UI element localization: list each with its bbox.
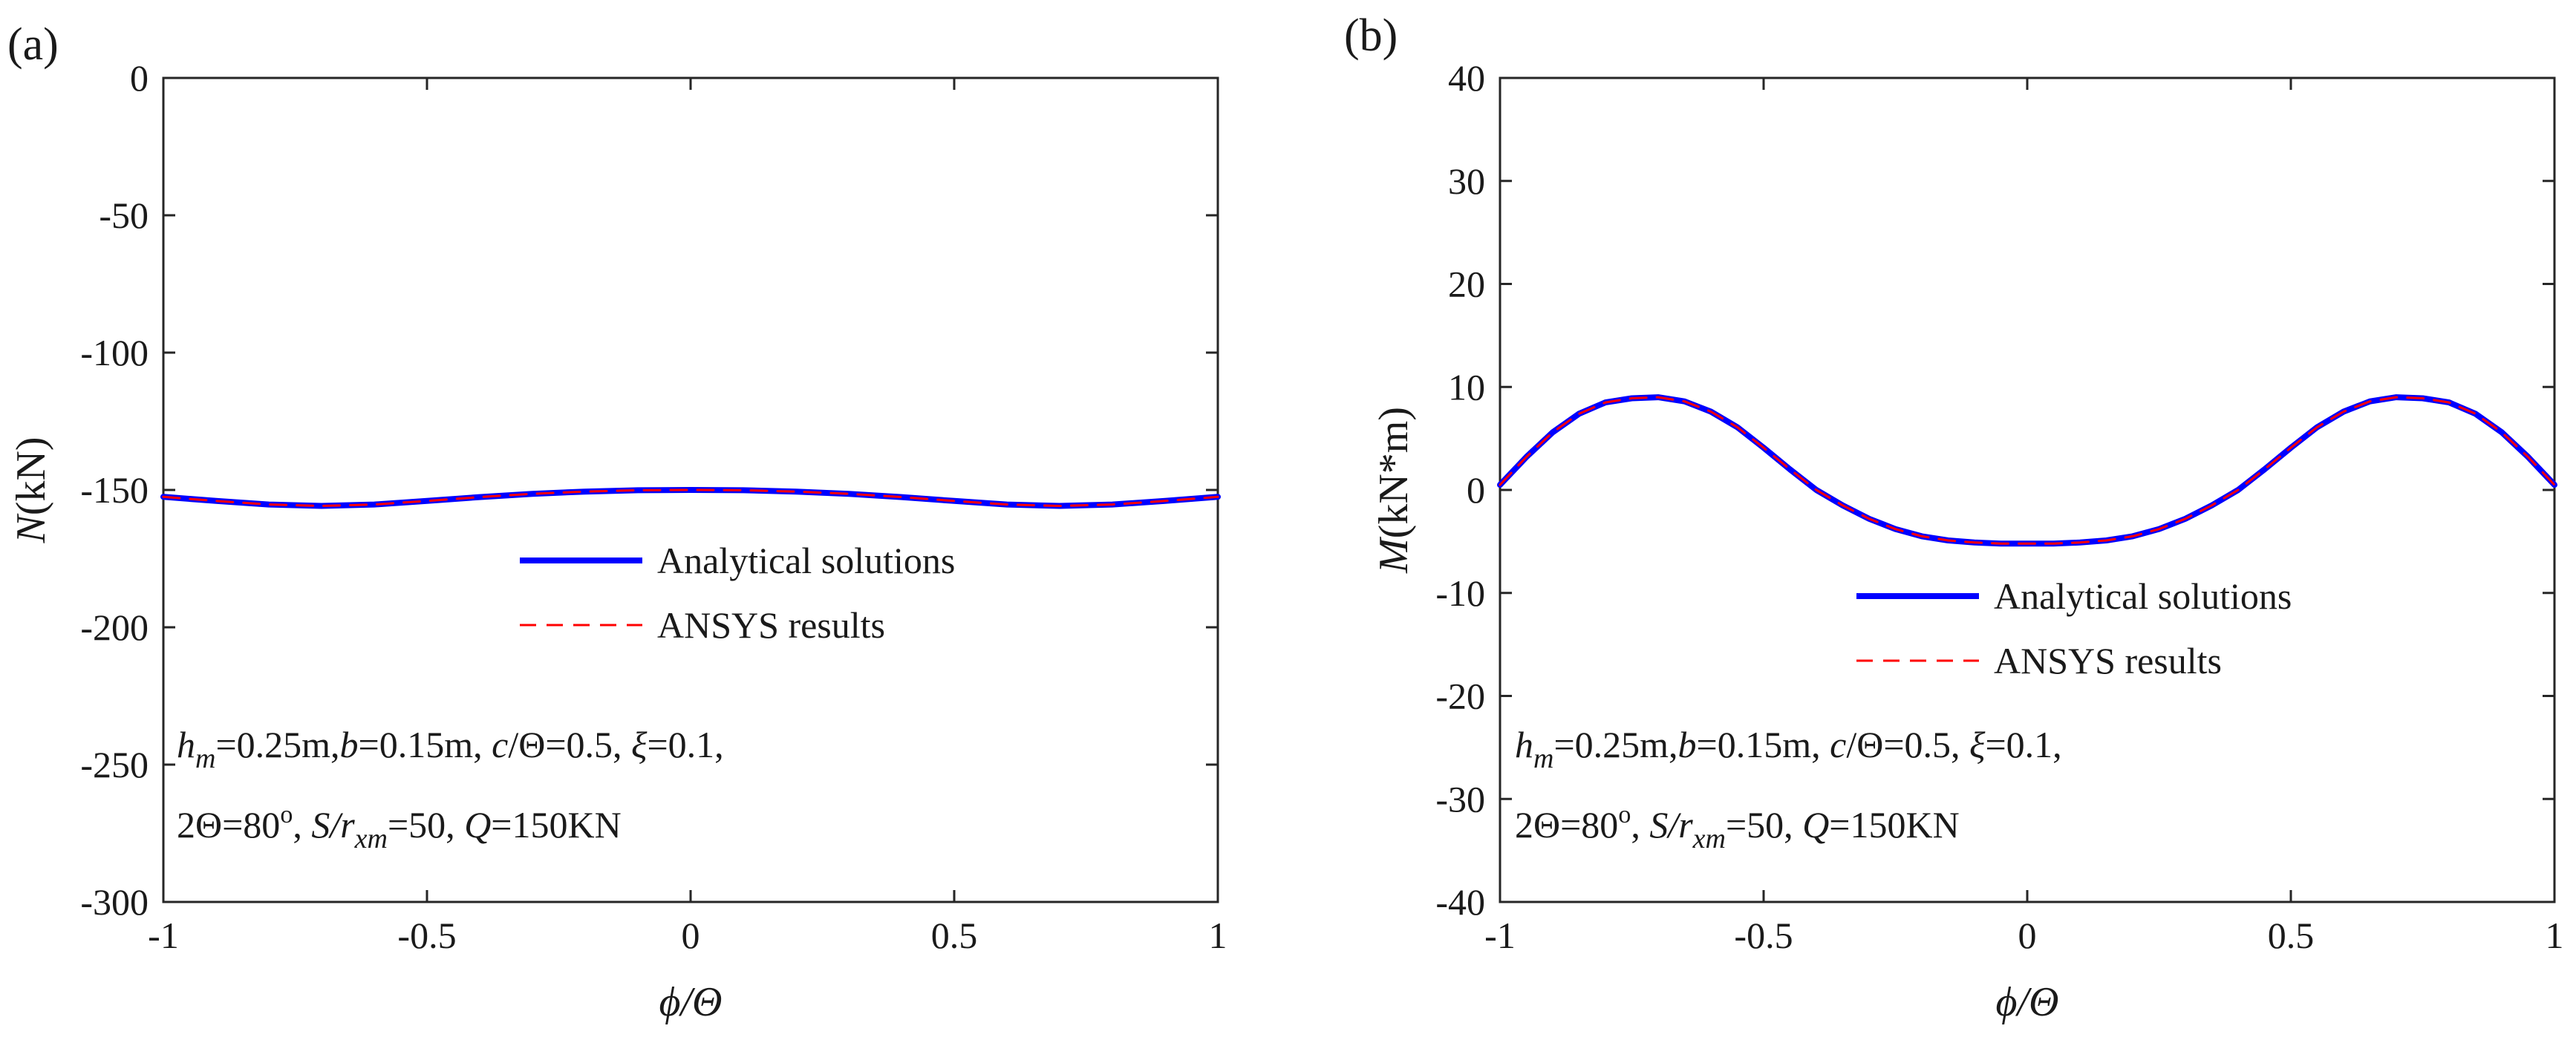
y-axis-label-unit-b: (kN*m)	[1371, 407, 1417, 538]
y-tick-label: 0	[1467, 469, 1485, 511]
y-tick-label: -150	[80, 469, 149, 511]
x-tick-label: 1	[2546, 915, 2564, 956]
legend-label-ansys-a: ANSYS results	[657, 604, 885, 646]
x-axis-ticks-b: -1 -0.5 0 0.5 1	[1484, 78, 2564, 956]
x-tick-label: 0	[682, 915, 700, 956]
x-axis-label-a: ϕ/Θ	[659, 979, 723, 1025]
y-tick-label: -30	[1435, 778, 1485, 820]
y-tick-label: -300	[80, 881, 149, 923]
y-axis-label-a: N(kN)	[8, 437, 54, 543]
y-tick-label: 40	[1448, 57, 1485, 99]
y-axis-ticks-b: 40 30 20 10 0 -10 -20 -30 -40	[1435, 57, 2554, 923]
x-tick-label: 0.5	[2268, 915, 2315, 956]
y-tick-label: -100	[80, 332, 149, 373]
y-tick-label: 30	[1448, 160, 1485, 202]
x-axis-ticks-a: -1 -0.5 0 0.5 1	[148, 78, 1227, 956]
y-axis-label-b: M(kN*m)	[1371, 407, 1417, 574]
series-layer-a	[160, 487, 1221, 509]
y-tick-label: 20	[1448, 264, 1485, 305]
x-tick-label: -0.5	[1734, 915, 1793, 956]
x-tick-label: -0.5	[397, 915, 456, 956]
panel-b: (b) -1 -0.5 0 0.5 1 40 30 20 10 0 -10 -20 -30 -40 ϕ/…	[1344, 10, 2564, 1025]
x-tick-label: 0	[2018, 915, 2037, 956]
legend-b: Analytical solutions ANSYS results	[1856, 575, 2292, 681]
x-tick-label: 1	[1209, 915, 1227, 956]
legend-label-analytical-a: Analytical solutions	[657, 540, 955, 581]
x-tick-label: 0.5	[931, 915, 978, 956]
y-tick-label: -200	[80, 606, 149, 648]
param-line-1-b: hm=0.25m,b=0.15m, c/Θ=0.5, ξ=0.1,	[1515, 724, 2062, 774]
y-tick-label: -50	[99, 194, 149, 236]
series-line-ansys	[162, 488, 1219, 507]
y-tick-label: -40	[1435, 881, 1485, 923]
y-axis-label-var-a: N	[8, 514, 54, 544]
x-axis-label-text-a: ϕ/Θ	[659, 979, 723, 1025]
panel-a: (a) -1 -0.5 0 0.5 1 0 -50 -100 -150 -200 -250 -300…	[7, 19, 1227, 1025]
panel-label-a: (a)	[7, 19, 59, 70]
panel-label-b: (b)	[1344, 10, 1398, 61]
series-line-ansys	[1499, 396, 2556, 545]
param-line-2-b: 2Θ=80o, S/rxm=50, Q=150KN	[1515, 801, 1960, 854]
y-axis-ticks-a: 0 -50 -100 -150 -200 -250 -300	[80, 57, 1218, 923]
y-tick-label: 10	[1448, 366, 1485, 408]
x-axis-label-b: ϕ/Θ	[1996, 979, 2059, 1025]
y-axis-label-var-b: M	[1371, 536, 1417, 574]
x-tick-label: -1	[1484, 915, 1516, 956]
legend-label-ansys-b: ANSYS results	[1994, 640, 2222, 681]
legend-a: Analytical solutions ANSYS results	[520, 540, 955, 646]
x-tick-label: -1	[148, 915, 179, 956]
y-tick-label: 0	[130, 57, 149, 99]
param-line-2-a: 2Θ=80o, S/rxm=50, Q=150KN	[177, 801, 622, 854]
y-tick-label: -10	[1435, 572, 1485, 614]
x-axis-label-text-b: ϕ/Θ	[1996, 979, 2059, 1025]
y-tick-label: -250	[80, 744, 149, 785]
plot-area-b	[1499, 76, 2556, 903]
param-line-1-a: hm=0.25m,b=0.15m, c/Θ=0.5, ξ=0.1,	[177, 724, 724, 774]
y-tick-label: -20	[1435, 676, 1485, 717]
y-axis-label-unit-a: (kN)	[8, 437, 54, 515]
legend-label-analytical-b: Analytical solutions	[1994, 575, 2292, 617]
series-layer-b	[1497, 394, 2557, 547]
